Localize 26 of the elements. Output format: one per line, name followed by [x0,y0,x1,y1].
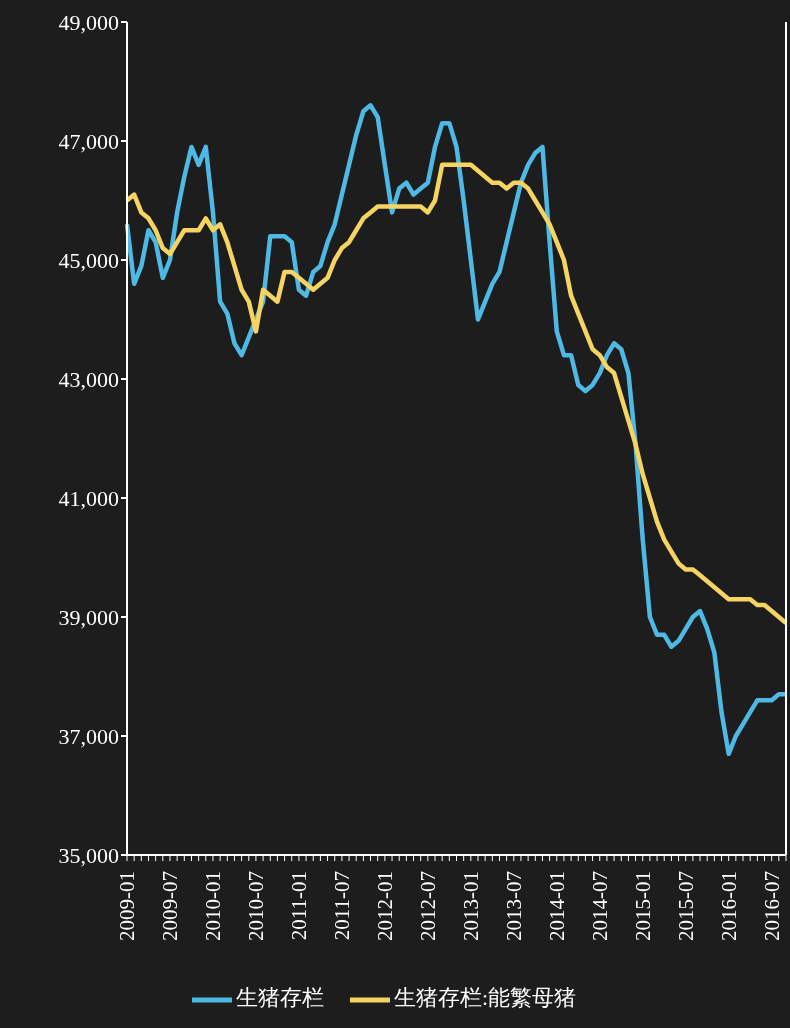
x-tick-label: 2011-01 [286,871,311,941]
y-tick-label: 37,000 [58,723,119,749]
x-tick-label: 2016-07 [759,871,784,941]
x-tick-label: 2016-01 [716,871,741,941]
x-tick-label: 2014-07 [587,871,612,941]
x-tick-label: 2010-07 [243,871,268,941]
legend-label: 生猪存栏 [235,985,324,1011]
y-tick-label: 39,000 [58,604,119,630]
legend-label: 生猪存栏:能繁母猪 [393,985,577,1011]
y-tick-label: 43,000 [58,366,119,392]
y-tick-label: 45,000 [58,247,119,273]
x-tick-label: 2014-01 [544,871,569,941]
y-tick-label: 49,000 [58,9,119,35]
x-tick-label: 2015-07 [673,871,698,941]
x-tick-label: 2011-07 [329,871,354,941]
x-tick-label: 2013-01 [458,871,483,941]
x-tick-label: 2013-07 [501,871,526,941]
x-tick-label: 2012-01 [372,871,397,941]
x-tick-label: 2009-07 [157,871,182,941]
x-tick-label: 2015-01 [630,871,655,941]
x-tick-label: 2010-01 [200,871,225,941]
y-tick-label: 35,000 [58,842,119,868]
x-tick-label: 2009-01 [115,871,139,941]
y-tick-label: 41,000 [58,485,119,511]
x-tick-label: 2012-07 [415,871,440,941]
y-tick-label: 47,000 [58,128,119,154]
